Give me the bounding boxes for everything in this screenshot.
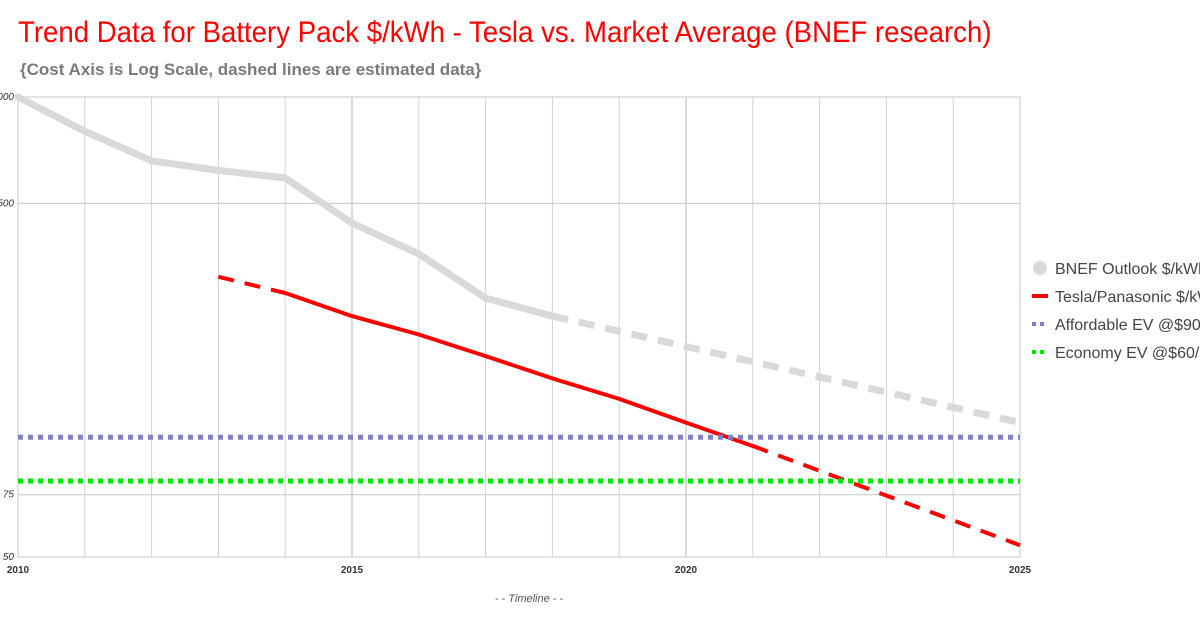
legend-label: BNEF Outlook $/kWh [1055,261,1200,278]
y-tick-label: 50 [3,552,15,563]
x-tick-label: 2010 [7,565,30,576]
y-tick-label: 500 [0,198,14,209]
x-axis-label: - - Timeline - - [495,593,564,605]
y-tick-label: 1000 [0,92,14,103]
x-tick-label: 2015 [341,565,364,576]
legend-label: Economy EV @$60/kWh [1055,345,1200,362]
chart-subtitle: {Cost Axis is Log Scale, dashed lines ar… [20,60,482,79]
legend-marker [1033,261,1047,275]
axis-labels: 2010 2015 2020 2025 50 75 500 1000 [0,92,1032,576]
legend-item[interactable]: Economy EV @$60/kWh [1032,345,1200,362]
series-line-1 [551,312,1021,427]
series-line-0 [14,93,556,320]
series-line-2 [217,274,286,295]
x-tick-label: 2025 [1009,565,1032,576]
legend-item[interactable]: Tesla/Panasonic $/kWh [1032,289,1200,306]
legend[interactable]: BNEF Outlook $/kWh Tesla/Panasonic $/kWh A… [1032,261,1200,362]
series-line-4 [752,444,1021,548]
legend-label: Affordable EV @$90/kWh [1055,317,1200,334]
legend-label: Tesla/Panasonic $/kWh [1055,289,1200,306]
x-tick-label: 2020 [675,565,698,576]
legend-item[interactable]: Affordable EV @$90/kWh [1032,317,1200,334]
legend-item[interactable]: BNEF Outlook $/kWh [1033,261,1200,278]
chart-title: Trend Data for Battery Pack $/kWh - Tesl… [18,16,992,49]
series-lines [14,93,1021,548]
series-line-3 [283,291,755,448]
y-tick-label: 75 [3,490,15,501]
